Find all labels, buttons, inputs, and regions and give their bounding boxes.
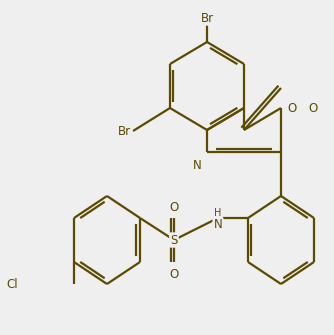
Text: Br: Br: [200, 11, 213, 24]
Text: O: O: [169, 268, 179, 281]
Text: O: O: [169, 201, 179, 214]
Text: S: S: [170, 233, 178, 247]
Text: O: O: [308, 102, 317, 115]
Text: H: H: [214, 208, 222, 218]
Text: N: N: [193, 158, 202, 172]
Text: O: O: [287, 102, 296, 115]
Text: Br: Br: [118, 125, 131, 137]
Text: N: N: [214, 218, 222, 231]
Text: Cl: Cl: [6, 277, 18, 290]
